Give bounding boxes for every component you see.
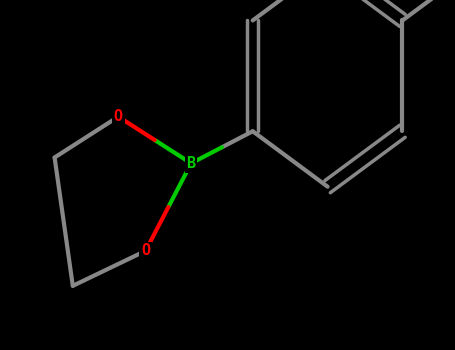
- Text: O: O: [141, 243, 150, 258]
- Text: O: O: [114, 109, 123, 124]
- Text: B: B: [187, 156, 196, 171]
